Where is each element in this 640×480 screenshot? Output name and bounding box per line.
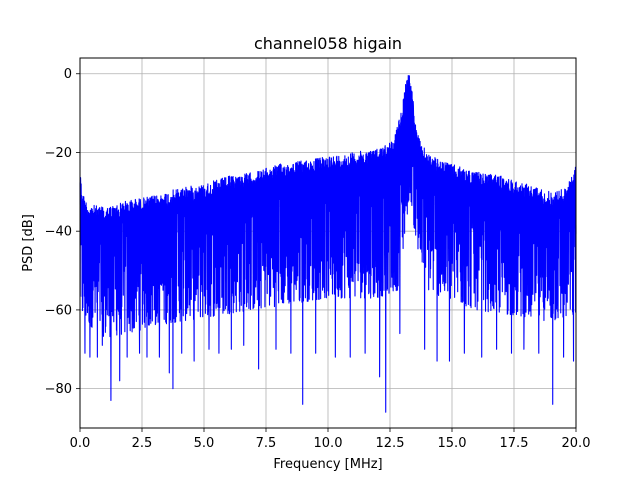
- psd-series-line: [79, 75, 577, 413]
- x-tick-label: 17.5: [500, 436, 529, 451]
- x-tick-label: 5.0: [194, 436, 215, 451]
- x-tick-label: 20.0: [562, 436, 591, 451]
- x-tick-label: 12.5: [376, 436, 405, 451]
- x-tick-label: 2.5: [132, 436, 153, 451]
- x-tick-label: 0.0: [70, 436, 91, 451]
- y-tick-label: −40: [45, 225, 72, 240]
- y-tick-label: 0: [64, 67, 72, 82]
- psd-trace: [79, 75, 577, 413]
- x-axis-label: Frequency [MHz]: [273, 457, 382, 472]
- x-tick-label: 10.0: [314, 436, 343, 451]
- chart-title: channel058 higain: [254, 34, 402, 53]
- axis-ticks: 0.0 2.5 5.0 7.5 10.0 12.5 15.0 17.5 20.0 0 −20 −40 −…: [45, 67, 591, 451]
- y-tick-label: −80: [45, 382, 72, 397]
- y-tick-label: −20: [45, 146, 72, 161]
- y-tick-label: −60: [45, 303, 72, 318]
- x-tick-label: 15.0: [438, 436, 467, 451]
- x-tick-label: 7.5: [256, 436, 277, 451]
- y-axis-label: PSD [dB]: [21, 214, 36, 272]
